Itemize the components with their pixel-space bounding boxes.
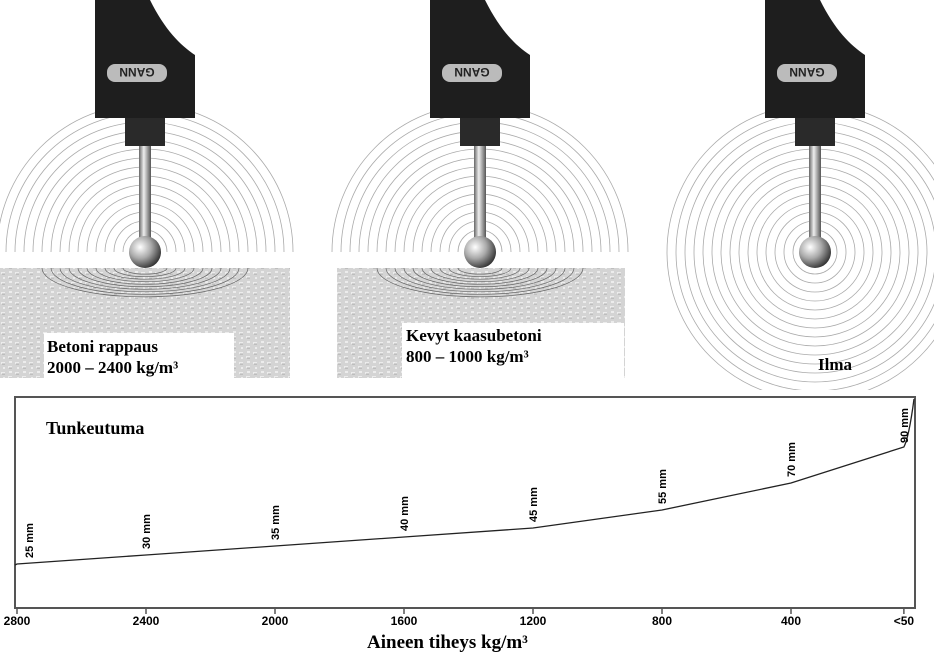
material-density: 2000 – 2400 kg/m³ [47, 358, 179, 377]
wave-arc-in-material [439, 267, 521, 280]
x-tick-label: 1600 [391, 614, 418, 628]
wave-arc-in-material [95, 267, 195, 283]
wave-arc-in-material [394, 267, 566, 293]
probe-rod [809, 146, 821, 241]
probe-body [430, 0, 530, 118]
probe-ball [129, 236, 161, 268]
label-box-concrete [44, 333, 234, 378]
point-label: 30 mm [141, 514, 153, 549]
y-axis-title: Tunkeutuma [46, 418, 145, 438]
logo-badge [442, 64, 502, 82]
logo-badge [107, 64, 167, 82]
panel-aerated-concrete-label: Kevyt kaasubetoni 800 – 1000 kg/m³ [406, 325, 542, 367]
wave-arc-in-material [86, 267, 204, 285]
point-label: 45 mm [528, 487, 540, 522]
x-tick-label: 2400 [133, 614, 160, 628]
probe-collar [795, 118, 835, 146]
wave-arc-in-material [385, 267, 575, 295]
x-tick-label: 1200 [520, 614, 547, 628]
probe-collar [460, 118, 500, 146]
material-name: Betoni rappaus [47, 337, 158, 356]
probe-body [95, 0, 195, 118]
logo-badge [777, 64, 837, 82]
wave-arc-in-material [376, 267, 584, 298]
wave-arc-in-material [77, 267, 213, 288]
point-label: 25 mm [24, 523, 36, 558]
logo-text: GANN [454, 65, 489, 79]
wave-arc-in-material [430, 267, 530, 283]
probe-rod [474, 146, 486, 241]
wave-arc-in-material [448, 267, 512, 278]
point-label: 55 mm [657, 469, 669, 504]
point-label: 70 mm [786, 442, 798, 477]
point-label: 40 mm [399, 496, 411, 531]
probe-ball [799, 236, 831, 268]
point-label: 35 mm [270, 505, 282, 540]
wave-arc-in-material [403, 267, 557, 290]
wave-arc-in-material [113, 267, 177, 278]
plot-frame [14, 396, 916, 609]
panel-concrete-label: Betoni rappaus 2000 – 2400 kg/m³ [47, 336, 178, 378]
x-axis-title: Aineen tiheys kg/m³ [367, 632, 528, 653]
wave-arc-in-material [104, 267, 186, 280]
logo-text: GANN [789, 65, 824, 79]
probe-ball [464, 236, 496, 268]
x-tick-label: 2800 [4, 614, 31, 628]
material-name: Kevyt kaasubetoni [406, 326, 542, 345]
label-box-aerated-concrete [402, 323, 624, 378]
probe-collar [125, 118, 165, 146]
panel-air-label: Ilma [818, 355, 852, 374]
x-tick-label: 2000 [262, 614, 289, 628]
logo-text: GANN [119, 65, 154, 79]
probe-rod [139, 146, 151, 241]
wave-arc-in-material [68, 267, 222, 290]
x-tick-label: 400 [781, 614, 801, 628]
point-label: 90 mm [899, 408, 911, 443]
probe-panel-3: GANN [666, 0, 934, 390]
wave-arc-in-material [59, 267, 231, 293]
wave-arc-in-material [41, 267, 249, 298]
wave-arc-in-material [421, 267, 539, 285]
material-density: 800 – 1000 kg/m³ [406, 347, 529, 366]
x-tick-label: <50 [894, 614, 915, 628]
wave-arc-in-material [412, 267, 548, 288]
wave-arc-in-material [457, 267, 503, 275]
probe-body [765, 0, 865, 118]
wave-arc-in-material [122, 267, 168, 275]
wave-arc-in-material [50, 267, 240, 295]
x-tick-label: 800 [652, 614, 672, 628]
